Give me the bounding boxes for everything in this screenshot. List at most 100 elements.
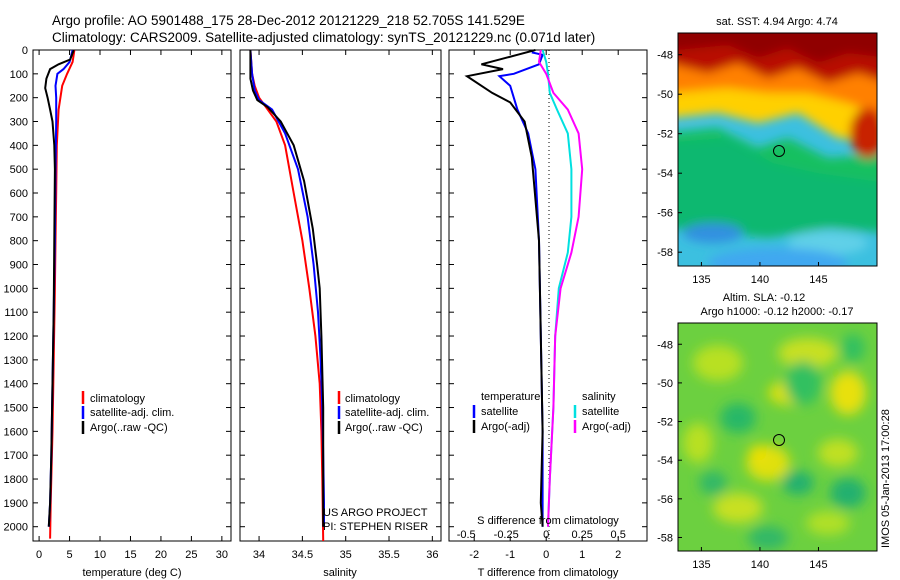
- series-line-temperature-argo-adj-: [464, 49, 544, 527]
- figure-title-line2: Climatology: CARS2009. Satellite-adjuste…: [52, 30, 595, 45]
- legend-label-t-satellite: satellite: [481, 406, 518, 418]
- sla-argo-marker: [773, 434, 785, 446]
- x-tick-label: 0: [36, 549, 42, 561]
- map-x-tick-label: 145: [809, 274, 827, 286]
- map-y-tick-label: -56: [657, 208, 673, 220]
- salinity-panel: 34 34.5 35 35.5 36 salinity climatology sate…: [239, 49, 442, 579]
- s-tick-label: 0.5: [611, 529, 626, 541]
- map-y-tick-label: -58: [657, 532, 673, 544]
- legend-label-satellite: satellite-adj. clim.: [345, 407, 429, 419]
- temperature-axes: [32, 49, 232, 542]
- legend-label-s-argo: Argo(-adj): [582, 421, 631, 433]
- legend-label-satellite: satellite-adj. clim.: [90, 407, 174, 419]
- map-y-tick-label: -48: [657, 339, 673, 351]
- x-tick-label: -2: [469, 549, 479, 561]
- y-tick-label: 1400: [4, 379, 28, 391]
- difference-xlabel-top: S difference from climatology: [477, 515, 619, 527]
- y-tick-label: 200: [10, 93, 28, 105]
- x-tick-label: 34.5: [292, 549, 313, 561]
- map-x-tick-label: 140: [751, 559, 769, 571]
- sla-map-subtitle: Argo h1000: -0.12 h2000: -0.17: [701, 306, 854, 318]
- figure-title-line1: Argo profile: AO 5901488_175 28-Dec-2012…: [52, 13, 525, 28]
- sla-field: [678, 323, 877, 551]
- series-line-argo-raw-qc-: [249, 50, 325, 527]
- s-tick-label: -0.5: [457, 529, 476, 541]
- x-tick-label: 15: [124, 549, 136, 561]
- series-line-salinity-argo-adj-: [537, 49, 584, 527]
- map-y-tick-label: -54: [657, 168, 673, 180]
- difference-xlabel: T difference from climatology: [478, 567, 619, 579]
- salinity-axes: [239, 49, 442, 542]
- y-tick-label: 0: [22, 45, 28, 57]
- map-x-tick-label: 140: [751, 274, 769, 286]
- x-tick-label: 34: [253, 549, 265, 561]
- legend-header-salinity: salinity: [582, 391, 616, 403]
- sst-map-frame: [677, 32, 878, 267]
- project-annotation: US ARGO PROJECT: [323, 507, 428, 519]
- temperature-xlabel: temperature (deg C): [82, 567, 181, 579]
- sst-map: sat. SST: 4.94 Argo: 4.74: [657, 16, 878, 286]
- temperature-legend: climatology satellite-adj. clim. Argo(..…: [81, 391, 174, 434]
- y-tick-label: 1200: [4, 331, 28, 343]
- map-x-tick-label: 135: [692, 274, 710, 286]
- map-y-tick-label: -56: [657, 494, 673, 506]
- y-tick-label: 500: [10, 164, 28, 176]
- x-tick-label: 10: [94, 549, 106, 561]
- y-tick-label: 400: [10, 140, 28, 152]
- y-tick-label: 1000: [4, 283, 28, 295]
- y-tick-label: 2000: [4, 522, 28, 534]
- x-tick-label: -1: [505, 549, 515, 561]
- x-tick-label: 1: [579, 549, 585, 561]
- y-tick-label: 1800: [4, 474, 28, 486]
- pi-annotation: PI: STEPHEN RISER: [323, 521, 428, 533]
- legend-header-temperature: temperature: [481, 391, 540, 403]
- salinity-legend: climatology satellite-adj. clim. Argo(..…: [337, 391, 429, 434]
- legend-label-s-satellite: satellite: [582, 406, 619, 418]
- sst-field: [678, 33, 877, 266]
- x-tick-label: 35: [340, 549, 352, 561]
- imos-timestamp: IMOS 05-Jan-2013 17:00:28: [880, 409, 892, 548]
- map-y-tick-label: -48: [657, 50, 673, 62]
- s-tick-label: 0: [543, 529, 549, 541]
- difference-legend: temperature salinity satellite Argo(-adj…: [472, 391, 631, 433]
- sla-map-title: Altim. SLA: -0.12: [723, 292, 806, 304]
- difference-panel: -2 -1 0 1 2 -0.5 -0.25 0 0.25 0.5 S difference f…: [448, 49, 648, 579]
- y-tick-label: 900: [10, 260, 28, 272]
- x-tick-label: 20: [155, 549, 167, 561]
- map-y-tick-label: -50: [657, 89, 673, 101]
- series-line-climatology: [249, 49, 325, 542]
- x-tick-label: 35.5: [378, 549, 399, 561]
- y-tick-label: 1700: [4, 450, 28, 462]
- y-tick-label: 100: [10, 69, 28, 81]
- legend-label-climatology: climatology: [90, 393, 146, 405]
- x-tick-label: 5: [66, 549, 72, 561]
- y-tick-label: 700: [10, 212, 28, 224]
- x-tick-label: 36: [426, 549, 438, 561]
- map-y-tick-label: -50: [657, 378, 673, 390]
- x-tick-label: 2: [615, 549, 621, 561]
- y-tick-label: 1300: [4, 355, 28, 367]
- y-tick-label: 800: [10, 236, 28, 248]
- y-tick-label: 1900: [4, 498, 28, 510]
- series-line-argo-raw-qc-: [44, 49, 75, 527]
- y-tick-label: 600: [10, 188, 28, 200]
- x-tick-label: 0: [543, 549, 549, 561]
- sla-map: Altim. SLA: -0.12 Argo h1000: -0.12 h200…: [657, 292, 892, 571]
- s-tick-label: 0.25: [571, 529, 592, 541]
- map-x-tick-label: 145: [809, 559, 827, 571]
- x-tick-label: 25: [185, 549, 197, 561]
- s-tick-label: -0.25: [494, 529, 519, 541]
- x-tick-label: 30: [216, 549, 228, 561]
- sla-map-frame: [677, 322, 878, 552]
- map-y-tick-label: -58: [657, 247, 673, 259]
- y-tick-label: 1600: [4, 426, 28, 438]
- y-tick-label: 1100: [4, 307, 28, 319]
- temperature-panel: 0 5 10 15 20 25 30 0 100 200 300 400 500 600 700 800 90…: [4, 45, 232, 579]
- y-tick-label: 1500: [4, 403, 28, 415]
- map-y-tick-label: -54: [657, 455, 673, 467]
- legend-label-argo: Argo(..raw -QC): [345, 422, 423, 434]
- map-y-tick-label: -52: [657, 417, 673, 429]
- difference-axes: [448, 49, 648, 542]
- sst-argo-marker: [773, 145, 785, 157]
